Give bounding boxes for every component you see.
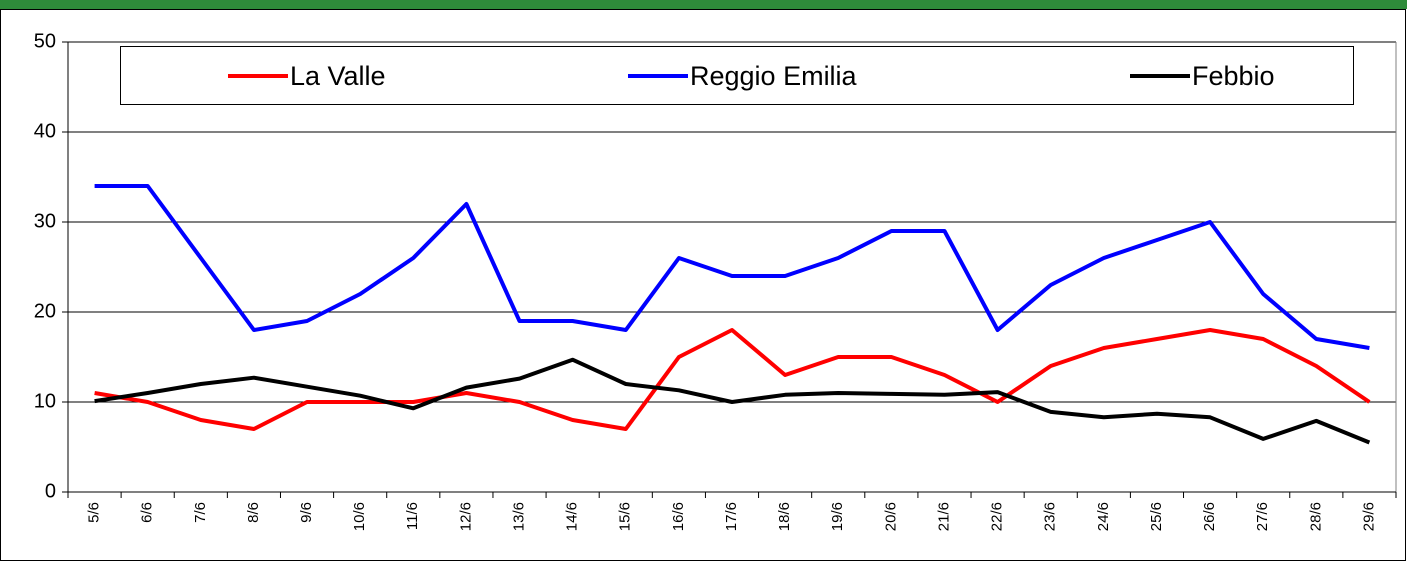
x-tick-label: 7/6 — [192, 502, 209, 523]
x-tick-label: 5/6 — [86, 502, 103, 523]
legend-label: Febbio — [1192, 61, 1275, 91]
legend-label: La Valle — [290, 61, 386, 91]
series-line — [94, 328, 1371, 431]
header-bar — [0, 0, 1407, 9]
y-tick-label: 40 — [34, 120, 56, 142]
x-tick-label: 24/6 — [1095, 502, 1112, 531]
x-tick-label: 21/6 — [935, 502, 952, 531]
x-tick-label: 12/6 — [457, 502, 474, 531]
x-tick-label: 14/6 — [564, 502, 581, 531]
x-tick-label: 6/6 — [139, 502, 156, 523]
x-tick-label: 13/6 — [510, 502, 527, 531]
x-tick-label: 10/6 — [351, 502, 368, 531]
x-tick-label: 20/6 — [882, 502, 899, 531]
x-tick-label: 28/6 — [1307, 502, 1324, 531]
x-tick-label: 26/6 — [1201, 502, 1218, 531]
x-tick-label: 25/6 — [1148, 502, 1165, 531]
x-tick-label: 9/6 — [298, 502, 315, 523]
y-tick-label: 30 — [34, 210, 56, 232]
x-tick-label: 15/6 — [617, 502, 634, 531]
series-line — [94, 184, 1370, 350]
legend-label: Reggio Emilia — [690, 61, 858, 91]
series-line — [94, 357, 1371, 445]
x-tick-label: 18/6 — [776, 502, 793, 531]
y-tick-label: 0 — [45, 480, 56, 502]
x-tick-label: 23/6 — [1042, 502, 1059, 531]
y-tick-label: 10 — [34, 390, 56, 412]
y-tick-label: 50 — [34, 30, 56, 52]
x-tick-label: 16/6 — [670, 502, 687, 531]
x-tick-label: 17/6 — [723, 502, 740, 531]
x-tick-label: 22/6 — [989, 502, 1006, 531]
x-tick-label: 29/6 — [1360, 502, 1377, 531]
x-tick-label: 27/6 — [1254, 502, 1271, 531]
x-tick-label: 19/6 — [829, 502, 846, 531]
x-tick-label: 8/6 — [245, 502, 262, 523]
y-tick-label: 20 — [34, 300, 56, 322]
x-tick-label: 11/6 — [404, 502, 421, 530]
